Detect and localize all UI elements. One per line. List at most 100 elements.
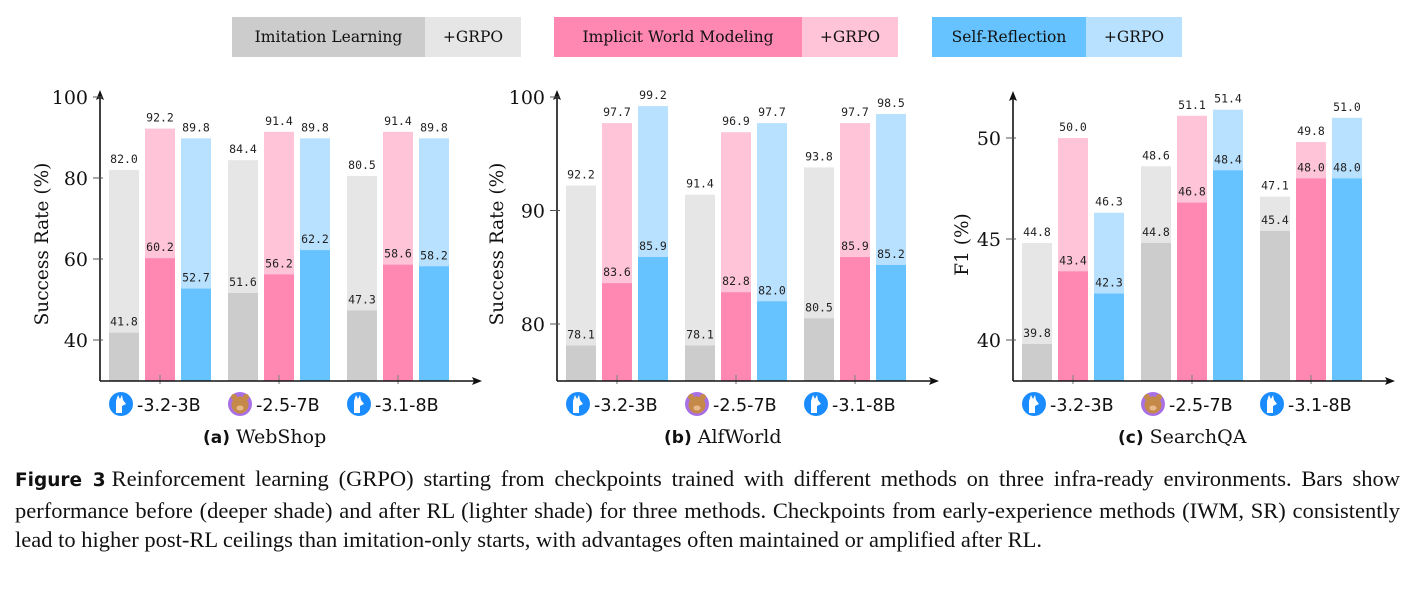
bar-before-rl	[638, 257, 668, 381]
bar-before-rl	[602, 283, 632, 381]
data-label-after: 82.0	[110, 152, 138, 166]
data-label-before: 48.0	[1333, 160, 1361, 174]
data-label-before: 56.2	[265, 256, 293, 270]
data-label-after: 92.2	[567, 168, 595, 182]
x-tick-label: -3.2-3B	[1050, 396, 1114, 416]
data-label-before: 44.8	[1142, 225, 1170, 239]
data-label-before: 58.2	[420, 248, 448, 262]
data-label-before: 48.0	[1297, 160, 1325, 174]
subtitle-text: SearchQA	[1149, 426, 1247, 448]
data-label-after: 93.8	[805, 149, 833, 163]
caption-label: Figure 3	[15, 470, 106, 491]
bar-before-rl	[804, 318, 834, 381]
bear-ear	[1156, 394, 1162, 400]
data-label-after: 80.5	[348, 158, 376, 172]
bar-before-rl	[757, 301, 787, 381]
subtitle-tag: (b)	[664, 428, 692, 448]
data-label-after: 98.5	[877, 96, 905, 110]
data-label-after: 92.2	[146, 111, 174, 125]
bear-ear	[688, 394, 694, 400]
data-label-after: 97.7	[758, 105, 786, 119]
data-label-after: 99.2	[639, 88, 667, 102]
data-label-after: 47.1	[1261, 179, 1289, 193]
caption-text: Reinforcement learning (GRPO) starting f…	[15, 466, 1400, 552]
bar-before-rl	[1177, 202, 1207, 381]
legend-item-imitation-learning: Imitation Learning +GRPO	[232, 17, 521, 57]
data-label-before: 85.2	[877, 247, 905, 261]
data-label-before: 51.6	[229, 275, 257, 289]
data-label-after: 51.4	[1214, 92, 1242, 106]
data-label-after: 48.6	[1142, 148, 1170, 162]
bear-ear	[231, 394, 237, 400]
data-label-after: 96.9	[722, 114, 750, 128]
qwen-bear-icon	[1141, 392, 1165, 416]
legend-label-implicit-world-modeling: Implicit World Modeling	[554, 17, 802, 57]
panel-searchqa: 44.8 39.8 50.0 43.4 46.3 42.3 -3.2-3B 48.6 44.8 5…	[952, 91, 1395, 416]
subtitle-tag: (c)	[1118, 428, 1144, 448]
legend-label-imitation-learning: Imitation Learning	[232, 17, 425, 57]
bar-before-rl	[840, 257, 870, 381]
data-label-after: 97.7	[841, 105, 869, 119]
data-label-after: 91.4	[686, 177, 714, 191]
data-label-before: 43.4	[1059, 253, 1087, 267]
qwen-bear-icon	[228, 392, 252, 416]
bear-face	[231, 396, 249, 414]
data-label-after: 50.0	[1059, 120, 1087, 134]
bar-before-rl	[1296, 178, 1326, 381]
x-tick-label: -3.1-8B	[832, 396, 896, 416]
subtitle-alfworld: (b) AlfWorld	[664, 426, 782, 448]
y-tick-label: 40	[64, 330, 88, 352]
subtitle-webshop: (a) WebShop	[203, 426, 326, 448]
bar-before-rl	[1213, 170, 1243, 381]
bar-before-rl	[145, 258, 175, 381]
data-label-after: 89.8	[182, 120, 210, 134]
bar-before-rl	[264, 274, 294, 381]
bar-before-rl	[383, 264, 413, 381]
data-label-before: 42.3	[1095, 276, 1123, 290]
x-tick-label: -3.1-8B	[375, 396, 439, 416]
y-axis-label: Success Rate (%)	[32, 163, 53, 326]
data-label-after: 97.7	[603, 105, 631, 119]
subtitle-tag: (a)	[203, 428, 231, 448]
llama-icon	[347, 392, 371, 416]
legend-label-self-reflection: Self-Reflection	[932, 17, 1086, 57]
data-label-after: 89.8	[420, 120, 448, 134]
data-label-before: 62.2	[301, 232, 329, 246]
bar-before-rl	[1332, 178, 1362, 381]
panel-alfworld: 92.2 78.1 97.7 83.6 99.2 85.9 -3.2-3B 91.4 78.1 9…	[487, 87, 939, 416]
data-label-after: 51.1	[1178, 98, 1206, 112]
x-axis-arrow	[929, 377, 939, 385]
llama-icon	[804, 392, 828, 416]
qwen-bear-icon	[685, 392, 709, 416]
data-label-before: 47.3	[348, 292, 376, 306]
data-label-before: 78.1	[686, 328, 714, 342]
y-axis-arrow	[1009, 91, 1017, 101]
y-tick-label: 45	[977, 229, 1001, 251]
y-tick-label: 50	[977, 128, 1001, 150]
bear-snout	[1149, 405, 1157, 411]
data-label-before: 41.8	[110, 315, 138, 329]
llama-icon	[566, 392, 590, 416]
data-label-before: 85.9	[841, 239, 869, 253]
data-label-after: 51.0	[1333, 100, 1361, 114]
data-label-after: 84.4	[229, 142, 257, 156]
llama-icon	[1022, 392, 1046, 416]
legend: Imitation Learning +GRPO Implicit World …	[0, 17, 1414, 57]
legend-label-iwm-grpo: +GRPO	[802, 17, 898, 57]
bar-before-rl	[300, 250, 330, 381]
bar-before-rl	[1058, 271, 1088, 381]
data-label-before: 82.0	[758, 283, 786, 297]
y-axis-label: Success Rate (%)	[487, 163, 508, 326]
x-tick-label: -3.2-3B	[137, 396, 201, 416]
data-label-before: 60.2	[146, 240, 174, 254]
data-label-before: 80.5	[805, 300, 833, 314]
data-label-before: 85.9	[639, 239, 667, 253]
bar-before-rl	[876, 264, 906, 381]
bar-before-rl	[1260, 230, 1290, 381]
bear-snout	[236, 405, 244, 411]
data-label-after: 91.4	[384, 114, 412, 128]
x-axis-arrow	[472, 377, 482, 385]
bar-before-rl	[566, 345, 596, 381]
data-label-before: 45.4	[1261, 213, 1289, 227]
y-tick-label: 80	[64, 168, 88, 190]
